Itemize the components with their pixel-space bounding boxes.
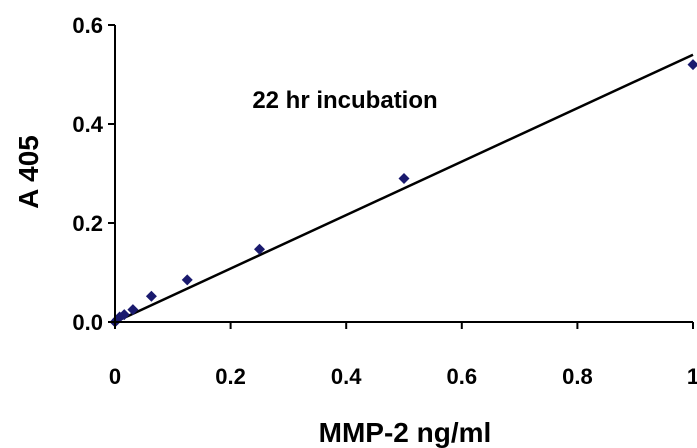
tick-labels: 0.0 0.2 0.4 0.6 0 0.2 0.4 0.6 0.8 1 [72, 13, 697, 389]
data-point [127, 304, 139, 316]
axes [108, 24, 694, 329]
data-point [145, 290, 157, 302]
trendline [114, 53, 694, 324]
y-tick-label: 0.2 [72, 211, 103, 236]
data-point [687, 59, 697, 71]
x-tick-label: 0.4 [331, 364, 362, 389]
data-points [109, 59, 697, 328]
trendline-layer [114, 53, 694, 324]
x-axis-title: MMP-2 ng/ml [319, 417, 492, 448]
x-tick-label: 0 [109, 364, 121, 389]
data-point [254, 243, 265, 255]
data-point [398, 172, 410, 184]
data-point [118, 309, 130, 321]
x-tick-label: 0.8 [562, 364, 593, 389]
y-axis-title: A 405 [13, 135, 44, 209]
y-tick-label: 0.6 [72, 13, 103, 38]
y-tick-label: 0.4 [72, 112, 103, 137]
x-tick-label: 0.6 [447, 364, 478, 389]
x-tick-label: 1 [687, 364, 697, 389]
y-tick-label: 0.0 [72, 310, 103, 335]
chart-annotation: 22 hr incubation [252, 87, 437, 114]
x-tick-label: 0.2 [215, 364, 246, 389]
data-point [181, 274, 193, 286]
